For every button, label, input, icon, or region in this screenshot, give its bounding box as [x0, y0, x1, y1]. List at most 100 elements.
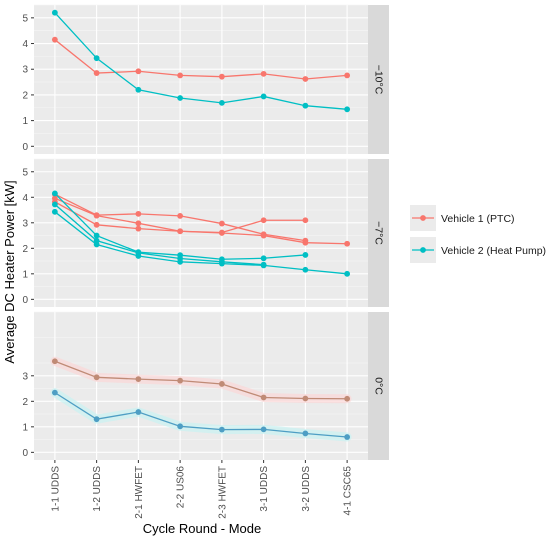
data-point: [177, 213, 184, 219]
series-line: [54, 12, 348, 110]
data-point: [302, 217, 309, 224]
legend-entry: Vehicle 2 (Heat Pump): [410, 237, 546, 263]
facet-panel-1: 0 1 2 3 4 5 −10°C: [22, 4, 389, 154]
data-point: [135, 86, 142, 93]
y-tick-label: 3: [22, 371, 28, 382]
y-tick-label: 4: [22, 39, 28, 50]
data-point: [302, 102, 309, 109]
x-tick-label: 1-1 UDDS: [50, 466, 61, 512]
panel-background: [34, 5, 368, 154]
data-point: [177, 423, 184, 430]
data-point: [51, 9, 58, 16]
x-tick-label: 4-1 CSC65: [343, 466, 354, 516]
data-point: [93, 55, 100, 62]
data-point: [177, 258, 184, 265]
x-tick-label: 2-3 HWFET: [217, 466, 228, 519]
series-line: [54, 360, 348, 400]
legend-key-point: [420, 215, 426, 221]
data-point: [135, 409, 142, 415]
series-line: [54, 39, 348, 80]
series-line: [54, 211, 348, 275]
data-point: [260, 426, 267, 433]
data-point: [218, 220, 225, 227]
panels-layer: 0 1 2 3 4 5 −10°C 0 1 2 3 4 5 −7°C 0 1 2 3 0°C 1-1 UDDS 1-2 …: [22, 4, 389, 519]
data-point: [51, 389, 58, 396]
x-tick-label: 2-2 US06: [176, 466, 187, 509]
y-tick-label: 0: [22, 142, 28, 153]
data-point: [218, 99, 225, 106]
y-tick-label: 1: [22, 116, 28, 127]
series-2: [51, 9, 351, 113]
data-point: [260, 394, 267, 401]
data-point: [135, 210, 142, 217]
y-tick-label: 3: [22, 218, 28, 229]
data-point: [302, 266, 309, 273]
series-line: [54, 201, 348, 245]
data-point: [218, 426, 225, 433]
data-point: [218, 381, 225, 387]
data-point: [344, 72, 351, 79]
x-axis: 1-1 UDDS 1-2 UDDS 2-1 HWFET 2-2 US06 2-3 HWF…: [50, 460, 354, 519]
series-1: [51, 36, 351, 82]
legend: Vehicle 1 (PTC) Vehicle 2 (Heat Pump): [410, 205, 546, 263]
data-point: [135, 225, 142, 232]
data-point: [344, 106, 351, 113]
series-2: [51, 389, 351, 440]
x-tick-label: 3-2 UDDS: [301, 466, 312, 512]
y-tick-label: 4: [22, 193, 28, 204]
data-point: [260, 217, 267, 224]
data-point: [218, 260, 225, 267]
facet-strip-label: −10°C: [373, 65, 385, 95]
series-line: [54, 392, 348, 438]
y-tick-label: 0: [22, 295, 28, 306]
data-point: [51, 36, 58, 43]
data-point: [302, 252, 309, 258]
data-point: [344, 240, 351, 247]
y-tick-label: 1: [22, 422, 28, 433]
facet-strip: [368, 159, 389, 307]
legend-label: Vehicle 2 (Heat Pump): [441, 245, 546, 257]
data-point: [260, 255, 267, 262]
data-point: [93, 70, 100, 76]
y-tick-label: 3: [22, 65, 28, 76]
facet-strip-label: −7°C: [373, 221, 385, 245]
data-point: [51, 208, 58, 215]
data-point: [344, 270, 351, 277]
y-tick-label: 1: [22, 269, 28, 280]
data-point: [302, 76, 309, 82]
data-point: [93, 232, 100, 239]
data-point: [260, 232, 267, 239]
data-point: [93, 416, 100, 423]
facet-strip: [368, 312, 389, 460]
data-point: [302, 430, 309, 437]
data-point: [51, 201, 58, 208]
y-tick-label: 2: [22, 244, 28, 255]
data-point: [93, 241, 100, 248]
x-tick-label: 2-1 HWFET: [134, 466, 145, 519]
data-point: [344, 395, 351, 402]
data-point: [302, 239, 309, 246]
panel-background: [34, 159, 368, 307]
series-line: [54, 203, 264, 266]
data-point: [51, 190, 58, 197]
y-tick-label: 0: [22, 448, 28, 459]
y-axis-label: Average DC Heater Power [kW]: [2, 180, 17, 363]
data-point: [218, 73, 225, 80]
facet-panel-2: 0 1 2 3 4 5 −7°C: [22, 158, 389, 307]
data-point: [93, 212, 100, 219]
data-point: [177, 72, 184, 79]
y-tick-label: 5: [22, 13, 28, 24]
data-point: [51, 358, 58, 365]
facet-strip: [368, 5, 389, 154]
data-point: [302, 395, 309, 402]
series-6: [51, 208, 351, 277]
y-tick-label: 5: [22, 167, 28, 178]
data-point: [93, 221, 100, 228]
y-tick-label: 2: [22, 90, 28, 101]
data-point: [93, 374, 100, 381]
data-point: [177, 377, 184, 384]
data-point: [135, 68, 142, 75]
legend-entry: Vehicle 1 (PTC): [410, 205, 515, 231]
facet-panel-3: 0 1 2 3 0°C: [22, 311, 389, 460]
